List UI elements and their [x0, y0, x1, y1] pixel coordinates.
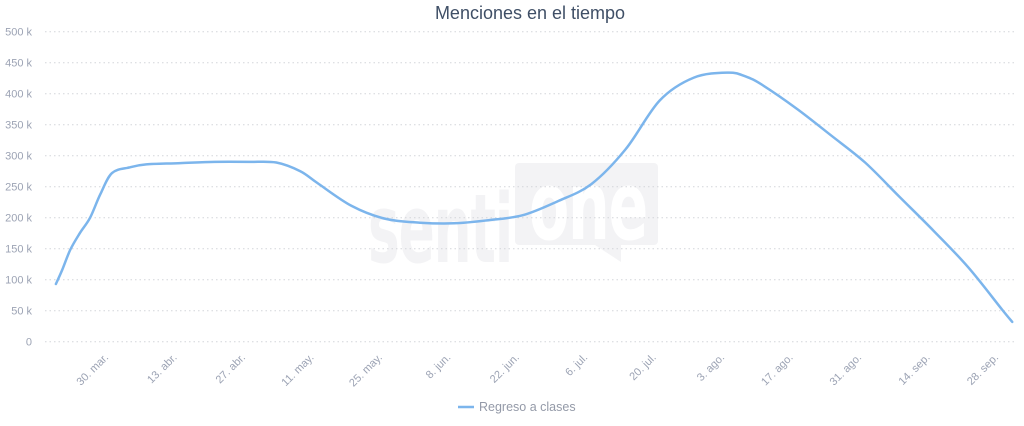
x-axis-label: 11. may.: [279, 352, 316, 389]
y-axis-label: 350 k: [5, 120, 32, 132]
chart-title: Menciones en el tiempo: [435, 3, 625, 23]
watermark-sentione-logo: senti one: [368, 152, 658, 285]
watermark-text-senti: senti: [368, 175, 512, 285]
x-axis-label: 3. ago.: [695, 352, 727, 384]
legend-item-regreso-a-clases[interactable]: Regreso a clases: [458, 400, 576, 414]
x-axis-label: 27. abr.: [214, 352, 248, 386]
legend-label: Regreso a clases: [479, 400, 576, 414]
x-axis-label: 14. sep.: [896, 352, 932, 388]
y-axis-label: 500 k: [5, 27, 32, 39]
y-axis-label: 100 k: [5, 275, 32, 287]
watermark-bubble-tail: [592, 243, 621, 262]
y-axis-label: 50 k: [11, 306, 32, 318]
x-axis-label: 17. ago.: [759, 352, 796, 389]
x-axis-label: 31. ago.: [828, 352, 865, 389]
x-axis-label: 30. mar.: [75, 352, 112, 389]
y-axis-label: 0: [26, 337, 32, 349]
y-axis-label: 150 k: [5, 244, 32, 256]
y-axis-label: 450 k: [5, 58, 32, 70]
watermark-text-one: one: [529, 152, 647, 262]
x-axis-label: 8. jun.: [424, 352, 454, 382]
x-axis-label: 25. may.: [347, 352, 385, 390]
series-group: [54, 71, 1014, 324]
y-axis-labels-group: 0 50 k 100 k 150 k 200 k 250 k 300 k 350 k 400 k…: [5, 27, 32, 349]
x-axis-labels-group: 30. mar. 13. abr. 27. abr. 11. may. 25. may.…: [75, 352, 1002, 390]
y-axis-label: 400 k: [5, 89, 32, 101]
y-axis-label: 250 k: [5, 182, 32, 194]
x-axis-label: 6. jul.: [563, 352, 590, 379]
x-axis-label: 13. abr.: [145, 352, 179, 386]
series-line-regreso-a-clases[interactable]: [54, 71, 1014, 324]
y-axis-label: 200 k: [5, 213, 32, 225]
watermark-speech-bubble: [515, 163, 658, 245]
y-axis-label: 300 k: [5, 151, 32, 163]
x-axis-label: 28. sep.: [965, 352, 1001, 388]
x-axis-label: 22. jun.: [488, 352, 522, 386]
x-axis-label: 20. jul.: [627, 352, 658, 383]
